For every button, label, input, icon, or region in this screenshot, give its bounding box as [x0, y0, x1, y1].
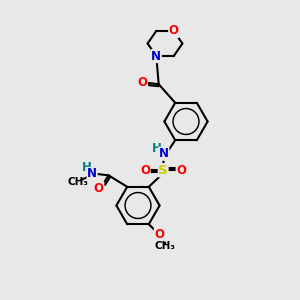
Text: H: H — [82, 161, 92, 174]
Text: O: O — [176, 164, 186, 177]
Text: N: N — [151, 50, 161, 63]
Text: CH₃: CH₃ — [155, 241, 176, 251]
Text: O: O — [140, 164, 150, 177]
Text: CH₃: CH₃ — [67, 177, 88, 187]
Text: N: N — [159, 147, 169, 160]
Text: N: N — [87, 167, 97, 180]
Text: S: S — [158, 164, 168, 177]
Text: O: O — [137, 76, 148, 89]
Text: H: H — [152, 142, 162, 155]
Text: O: O — [169, 24, 179, 38]
Text: O: O — [154, 228, 164, 241]
Text: O: O — [94, 182, 104, 195]
